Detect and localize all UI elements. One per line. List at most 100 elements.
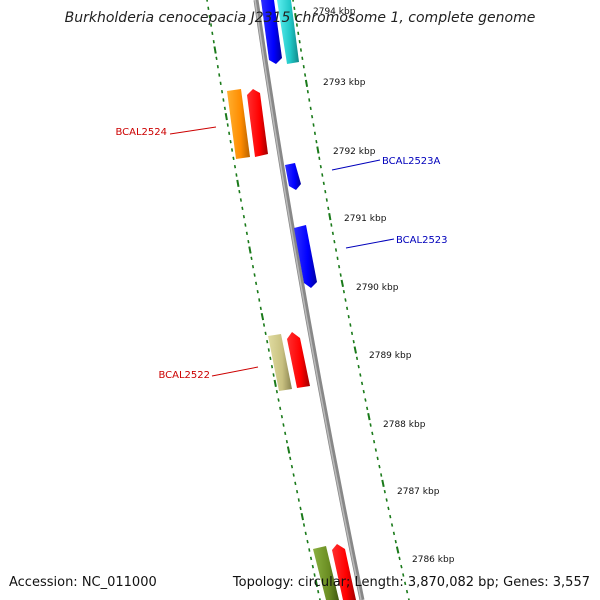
gene-cyan-reverse-top[interactable] bbox=[277, 0, 299, 64]
minor-tick bbox=[239, 198, 242, 202]
minor-tick bbox=[306, 89, 309, 94]
minor-tick bbox=[331, 231, 334, 236]
minor-tick bbox=[206, 0, 209, 2]
gene-label-bcal2524[interactable]: BCAL2524 bbox=[115, 127, 167, 138]
gene-label-bcal2523[interactable]: BCAL2523 bbox=[396, 235, 448, 246]
tick-label: 2793 kbp bbox=[323, 78, 366, 88]
minor-tick bbox=[280, 414, 283, 419]
minor-tick bbox=[402, 573, 405, 577]
minor-tick bbox=[228, 131, 231, 136]
minor-tick bbox=[339, 273, 342, 277]
genome-backbone bbox=[253, 0, 365, 600]
minor-tick bbox=[380, 473, 383, 477]
minor-tick bbox=[378, 464, 381, 469]
minor-tick bbox=[315, 139, 318, 144]
major-tick bbox=[213, 46, 217, 54]
minor-tick bbox=[366, 406, 369, 411]
minor-tick bbox=[245, 231, 248, 236]
minor-tick bbox=[297, 498, 300, 502]
minor-tick bbox=[306, 539, 309, 544]
tick-label: 2791 kbp bbox=[344, 214, 387, 224]
minor-tick bbox=[311, 564, 314, 569]
minor-tick bbox=[207, 6, 210, 11]
minor-tick bbox=[289, 456, 292, 461]
minor-tick bbox=[407, 598, 410, 600]
minor-tick bbox=[385, 498, 388, 502]
minor-tick bbox=[313, 573, 316, 577]
minor-tick bbox=[346, 306, 349, 311]
minor-tick bbox=[301, 56, 304, 61]
major-tick bbox=[248, 246, 252, 254]
minor-tick bbox=[297, 31, 300, 36]
minor-tick bbox=[211, 31, 214, 36]
minor-tick bbox=[352, 339, 355, 344]
gene-bcal2523a[interactable] bbox=[285, 163, 301, 190]
major-tick bbox=[316, 146, 320, 154]
minor-tick bbox=[295, 23, 298, 27]
minor-tick bbox=[255, 281, 258, 286]
minor-tick bbox=[318, 156, 321, 161]
minor-tick bbox=[208, 14, 211, 19]
minor-tick bbox=[266, 339, 269, 344]
minor-tick bbox=[330, 223, 333, 227]
minor-tick bbox=[304, 531, 307, 536]
minor-tick bbox=[324, 189, 327, 194]
minor-tick bbox=[277, 398, 280, 402]
major-tick bbox=[381, 479, 385, 487]
minor-tick bbox=[223, 106, 226, 111]
minor-tick bbox=[210, 23, 213, 27]
minor-tick bbox=[216, 64, 219, 69]
minor-tick bbox=[319, 164, 322, 169]
gene-label-bcal2523a[interactable]: BCAL2523A bbox=[382, 156, 441, 167]
minor-tick bbox=[322, 181, 325, 186]
minor-tick bbox=[359, 373, 362, 377]
minor-tick bbox=[259, 306, 262, 311]
minor-tick bbox=[238, 189, 241, 194]
minor-tick bbox=[371, 431, 374, 436]
gene-orange-forward[interactable] bbox=[227, 89, 250, 159]
minor-tick bbox=[404, 581, 407, 586]
minor-tick bbox=[313, 131, 316, 136]
minor-tick bbox=[347, 314, 350, 319]
minor-tick bbox=[398, 556, 401, 561]
minor-tick bbox=[392, 531, 396, 536]
minor-tick bbox=[267, 348, 270, 352]
minor-tick bbox=[284, 431, 287, 436]
major-tick bbox=[314, 579, 319, 587]
minor-tick bbox=[218, 73, 221, 77]
minor-tick bbox=[244, 223, 247, 227]
gene-olive-forward[interactable] bbox=[313, 546, 339, 600]
gene-red-forward-bottom[interactable] bbox=[332, 544, 356, 600]
major-tick bbox=[224, 113, 228, 121]
minor-tick bbox=[362, 389, 365, 394]
minor-tick bbox=[342, 289, 345, 294]
major-tick bbox=[294, 13, 298, 21]
minor-tick bbox=[299, 48, 302, 52]
minor-tick bbox=[233, 164, 237, 169]
minor-tick bbox=[312, 123, 315, 127]
minor-tick bbox=[405, 589, 409, 594]
minor-tick bbox=[294, 481, 297, 486]
gene-blue-reverse-top[interactable] bbox=[261, 0, 282, 64]
gene-bcal2524[interactable] bbox=[247, 89, 268, 157]
minor-tick bbox=[390, 523, 394, 527]
major-tick bbox=[260, 313, 265, 321]
minor-tick bbox=[327, 206, 330, 211]
major-tick bbox=[236, 179, 240, 187]
gene-bcal2523[interactable] bbox=[294, 225, 317, 288]
tick-label: 2787 kbp bbox=[397, 487, 440, 497]
page-title: Burkholderia cenocepacia J2315 chromosom… bbox=[64, 10, 536, 26]
gene-khaki-forward[interactable] bbox=[268, 334, 292, 391]
minor-tick bbox=[317, 589, 320, 594]
tick-labels: 2794 kbp 2793 kbp 2792 kbp 2791 kbp 2790 kbp… bbox=[313, 7, 455, 565]
tick-label: 2794 kbp bbox=[313, 7, 356, 17]
minor-tick bbox=[394, 539, 397, 544]
minor-tick bbox=[309, 556, 313, 561]
minor-tick bbox=[333, 239, 336, 244]
minor-tick bbox=[247, 239, 250, 244]
gene-label-bcal2522[interactable]: BCAL2522 bbox=[158, 370, 210, 381]
minor-tick bbox=[389, 514, 392, 519]
minor-tick bbox=[369, 423, 372, 427]
gene-bcal2522[interactable] bbox=[287, 332, 310, 388]
minor-tick bbox=[360, 381, 364, 386]
